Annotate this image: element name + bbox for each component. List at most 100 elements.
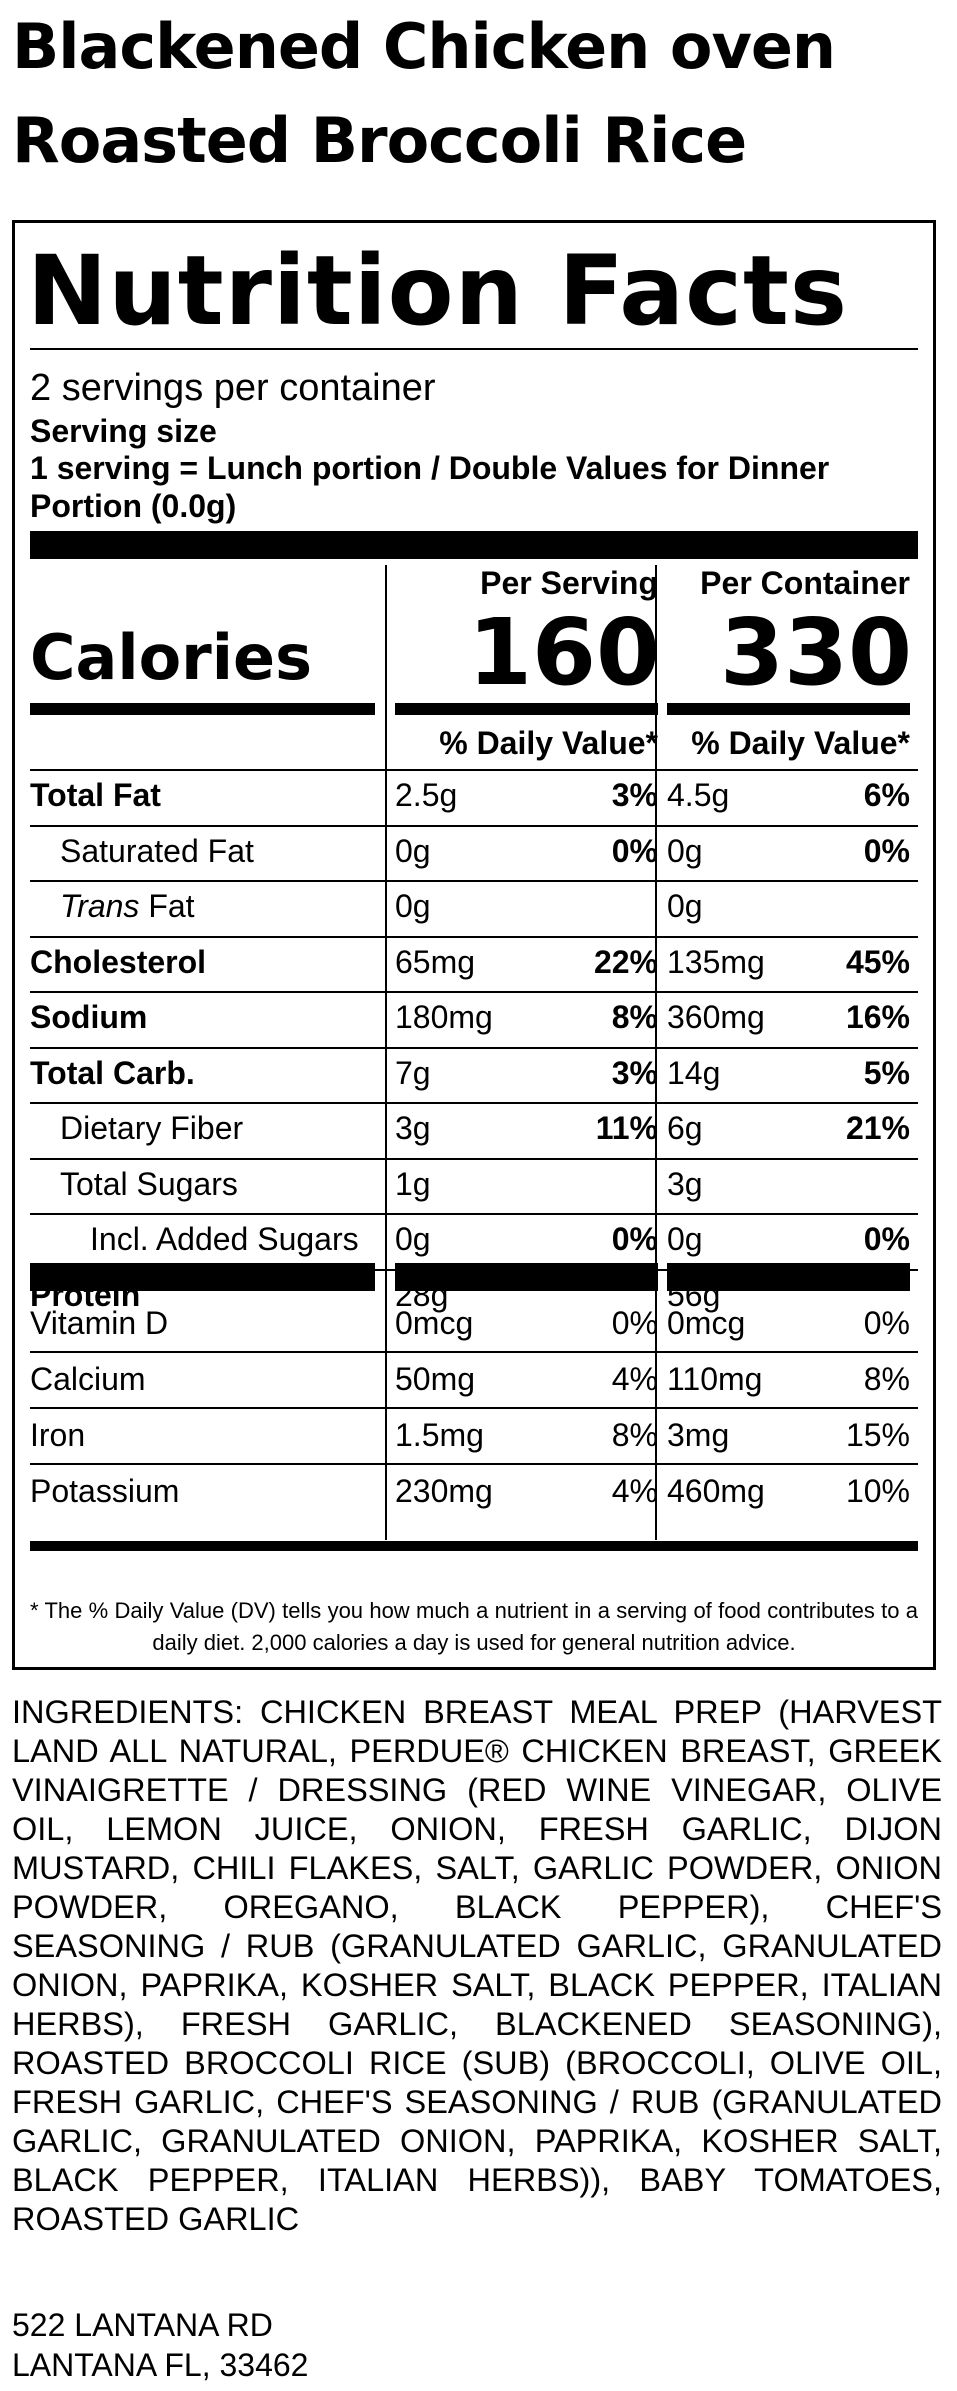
serving-amount: 230mg [395,1473,493,1509]
container-amount: 0g [667,1221,703,1257]
column-separator [655,565,657,1540]
serving-size-label: Serving size [30,413,217,449]
row-divider [30,935,918,938]
nutrition-facts-heading: Nutrition Facts [27,235,849,347]
ingredients-list: INGREDIENTS: CHICKEN BREAST MEAL PREP (H… [12,1694,942,2237]
container-amount: 0g [667,888,703,924]
address-line2: LANTANA FL, 33462 [12,2347,309,2383]
container-daily-value: 21% [845,1110,910,1146]
nutrient-name: Total Carb. [30,1054,195,1091]
serving-daily-value: 4% [611,1473,658,1509]
row-divider [30,1463,918,1465]
calories-bar [30,703,375,715]
serving-daily-value: 8% [611,999,658,1035]
nutrient-name: Incl. Added Sugars [90,1221,359,1257]
serving-amount: 0g [395,888,431,924]
calories-per-serving: 160 [467,599,660,706]
vitamin-name: Potassium [30,1473,180,1509]
thick-divider [30,531,918,559]
container-amount: 135mg [667,943,765,980]
daily-value-header: % Daily Value* [439,725,658,761]
serving-amount: 0g [395,832,431,869]
container-amount: 3g [667,1165,703,1202]
daily-value-footnote: * The % Daily Value (DV) tells you how m… [30,1598,918,1655]
row-divider [30,769,918,771]
container-daily-value: 8% [863,1361,910,1397]
per-container-header: Per Container [700,565,910,601]
per-serving-header: Per Serving [480,565,658,601]
serving-amount: 180mg [395,999,493,1035]
row-divider [30,880,918,882]
serving-daily-value: 0% [611,1305,658,1341]
row-divider [30,1407,918,1409]
nutrient-name: Total Fat [30,777,161,813]
container-amount: 460mg [667,1473,765,1509]
product-title-line2: Roasted Broccoli Rice [12,104,747,177]
container-daily-value: 5% [863,1054,910,1091]
serving-daily-value: 0% [611,832,658,869]
row-divider [30,1102,918,1104]
product-title: Blackened Chicken oven Roasted Broccoli … [12,0,942,188]
thick-divider [30,1263,375,1291]
serving-amount: 0mcg [395,1305,474,1341]
vitamin-name: Calcium [30,1361,146,1397]
divider [30,348,918,350]
serving-daily-value: 3% [611,1054,658,1091]
container-daily-value: 0% [863,1221,910,1257]
row-divider [30,1213,918,1215]
container-daily-value: 0% [863,1305,910,1341]
serving-daily-value: 11% [595,1110,658,1146]
serving-amount: 65mg [395,943,476,980]
nutrient-name: Dietary Fiber [60,1110,244,1146]
calories-per-container: 330 [719,599,912,706]
container-daily-value: 16% [845,999,910,1035]
serving-daily-value: 4% [611,1361,658,1397]
nutrient-name: Cholesterol [30,943,207,980]
calories-label: Calories [30,621,312,694]
nutrient-name: Sodium [30,999,148,1035]
container-amount: 360mg [667,999,765,1035]
serving-amount: 1.5mg [395,1417,484,1453]
serving-amount: 7g [395,1054,431,1091]
vitamin-name: Vitamin D [30,1305,169,1341]
servings-per-container: 2 servings per container [30,367,436,409]
serving-daily-value: 3% [611,777,658,813]
row-divider [30,1157,918,1160]
container-amount: 0g [667,832,703,869]
thick-divider [395,1263,658,1291]
container-daily-value: 45% [845,943,910,980]
row-divider [30,1351,918,1353]
vitamin-name: Iron [30,1417,86,1453]
nutrient-name: Saturated Fat [60,832,254,869]
container-daily-value: 0% [863,832,910,869]
serving-daily-value: 22% [593,943,658,980]
daily-value-header: % Daily Value* [691,725,910,761]
container-daily-value: 10% [845,1473,910,1509]
nutrient-name-rest: Fat [139,888,195,924]
column-separator [385,565,387,1540]
serving-size-value: 1 serving = Lunch portion / Double Value… [30,450,830,524]
thick-divider [667,1263,910,1291]
row-divider [30,991,918,993]
nutrient-name: Total Sugars [60,1165,238,1202]
container-daily-value: 15% [845,1417,910,1453]
row-divider [30,824,918,827]
calories-bar [395,703,658,715]
container-amount: 6g [667,1110,703,1146]
serving-amount: 1g [395,1165,431,1202]
container-amount: 4.5g [667,777,730,813]
container-amount: 14g [667,1054,721,1091]
nutrient-name: Trans Fat [60,886,195,926]
serving-daily-value: 0% [611,1221,658,1257]
serving-amount: 3g [395,1110,431,1146]
row-divider [30,1046,918,1049]
nutrition-facts-label: Nutrition Facts 2 servings per container… [12,220,936,1670]
product-title-line1: Blackened Chicken oven [12,10,836,83]
calories-bar [667,703,910,715]
nutrient-name-italic: Trans [60,888,140,924]
serving-amount: 2.5g [395,777,458,813]
container-amount: 110mg [667,1361,763,1397]
serving-daily-value: 8% [611,1417,658,1453]
serving-amount: 50mg [395,1361,476,1397]
thick-divider [30,1541,918,1551]
